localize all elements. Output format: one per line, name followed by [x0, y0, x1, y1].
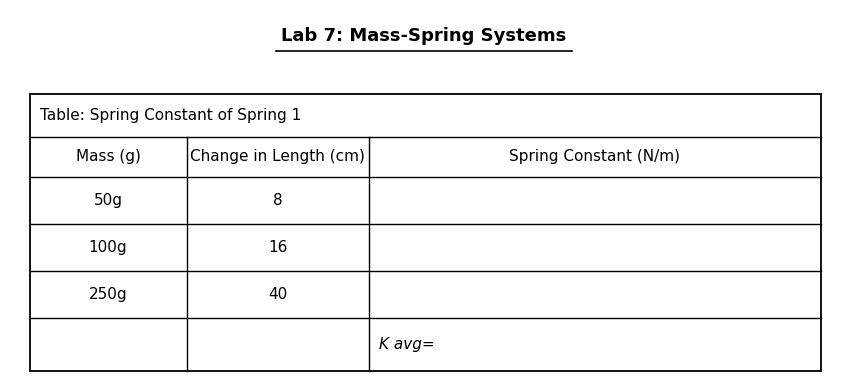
- Text: 250g: 250g: [89, 287, 127, 302]
- Text: 8: 8: [273, 193, 282, 208]
- Text: 40: 40: [268, 287, 287, 302]
- Text: 16: 16: [268, 240, 287, 255]
- Text: K avg=: K avg=: [379, 337, 435, 352]
- Text: 50g: 50g: [93, 193, 123, 208]
- Text: Table: Spring Constant of Spring 1: Table: Spring Constant of Spring 1: [40, 108, 301, 122]
- Text: Spring Constant (N/m): Spring Constant (N/m): [510, 149, 680, 164]
- Text: 100g: 100g: [89, 240, 127, 255]
- Text: Mass (g): Mass (g): [75, 149, 141, 164]
- Text: Change in Length (cm): Change in Length (cm): [190, 149, 365, 164]
- Text: Lab 7: Mass-Spring Systems: Lab 7: Mass-Spring Systems: [282, 27, 566, 45]
